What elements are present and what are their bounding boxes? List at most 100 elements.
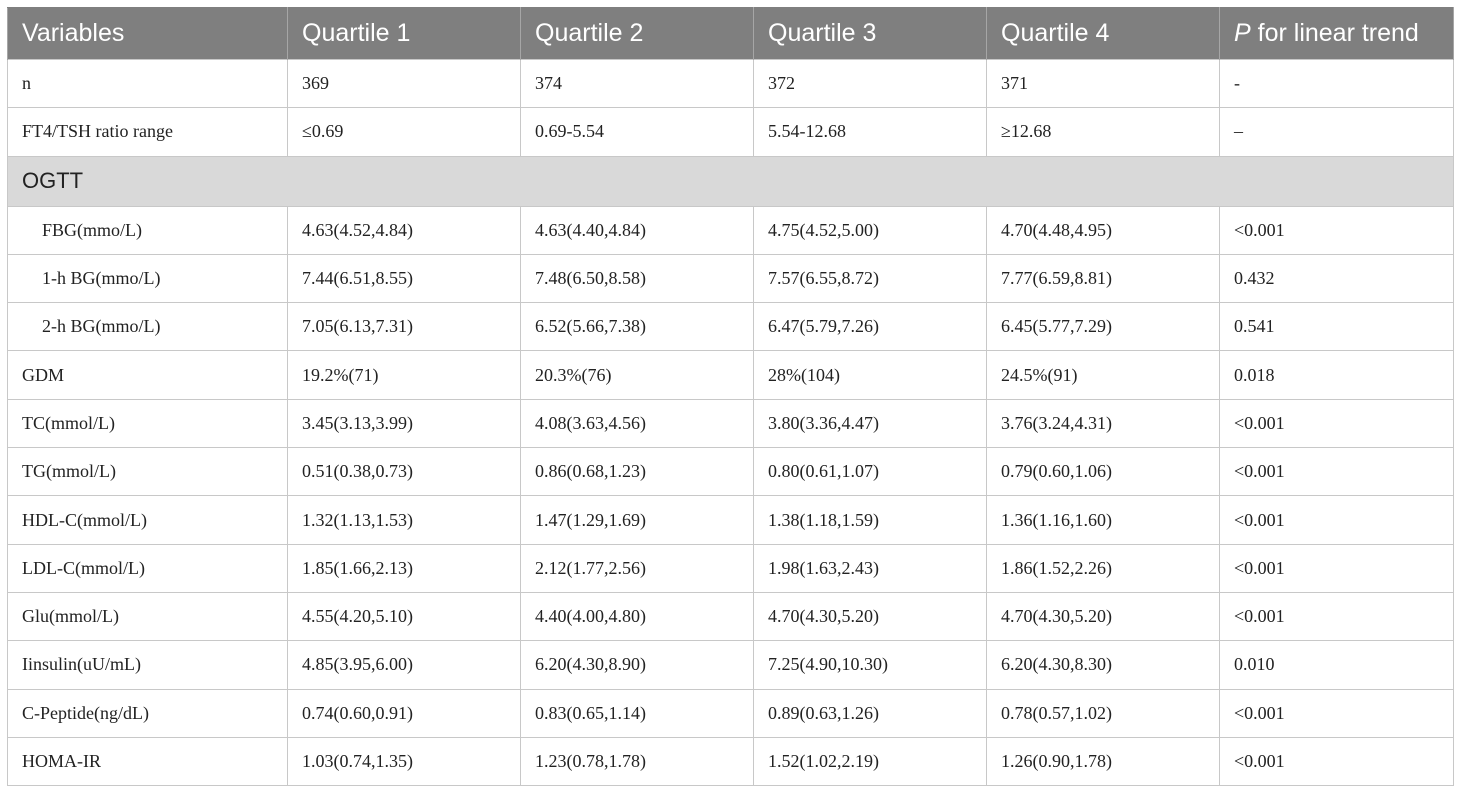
cell-quartile-2: 0.69-5.54 (520, 107, 754, 157)
cell-quartile-3: 6.47(5.79,7.26) (753, 302, 987, 352)
header-quartile-3: Quartile 3 (753, 7, 987, 60)
cell-p-trend: - (1219, 58, 1454, 109)
cell-quartile-4: 1.86(1.52,2.26) (986, 543, 1220, 593)
header-quartile-1: Quartile 1 (287, 7, 521, 60)
header-p-letter: P (1234, 19, 1251, 47)
cell-quartile-2: 20.3%(76) (520, 350, 754, 400)
cell-p-trend: 0.010 (1219, 640, 1454, 690)
cell-variable: Glu(mmol/L) (7, 591, 288, 642)
table-row: n 369 374 372 371- (7, 58, 1454, 109)
cell-quartile-1: 4.85(3.95,6.00) (287, 640, 521, 690)
table-row: C-Peptide(ng/dL) 0.74(0.60,0.91) 0.83(0.65… (7, 688, 1454, 738)
cell-variable: Iinsulin(uU/mL) (7, 640, 288, 690)
cell-quartile-4: 1.26(0.90,1.78) (986, 736, 1220, 787)
cell-quartile-4: 3.76(3.24,4.31) (986, 398, 1220, 449)
cell-p-trend: <0.001 (1219, 398, 1454, 449)
cell-p-trend: <0.001 (1219, 495, 1454, 545)
section-label: OGTT (7, 155, 1454, 207)
cell-quartile-3: 0.80(0.61,1.07) (753, 447, 987, 497)
cell-quartile-1: ≤0.69 (287, 107, 521, 157)
header-quartile-4: Quartile 4 (986, 7, 1220, 60)
cell-quartile-2: 6.20(4.30,8.90) (520, 640, 754, 690)
cell-variable: TC(mmol/L) (7, 398, 288, 449)
cell-quartile-3: 4.75(4.52,5.00) (753, 205, 987, 255)
cell-p-trend: <0.001 (1219, 447, 1454, 497)
cell-quartile-2: 0.86(0.68,1.23) (520, 447, 754, 497)
cell-quartile-2: 6.52(5.66,7.38) (520, 302, 754, 352)
cell-quartile-4: 6.20(4.30,8.30) (986, 640, 1220, 690)
cell-quartile-2: 2.12(1.77,2.56) (520, 543, 754, 593)
cell-quartile-3: 1.38(1.18,1.59) (753, 495, 987, 545)
cell-variable: FT4/TSH ratio range (7, 107, 288, 157)
cell-variable: 2-h BG(mmo/L) (7, 302, 288, 352)
cell-p-trend: <0.001 (1219, 205, 1454, 255)
cell-quartile-3: 28%(104) (753, 350, 987, 400)
table-row: GDM 19.2%(71) 20.3%(76) 28%(104) 24.5%(91) 0.… (7, 350, 1454, 400)
cell-quartile-1: 1.32(1.13,1.53) (287, 495, 521, 545)
cell-p-trend: – (1219, 107, 1454, 157)
cell-quartile-3: 7.57(6.55,8.72) (753, 253, 987, 304)
cell-quartile-3: 0.89(0.63,1.26) (753, 688, 987, 738)
cell-quartile-1: 1.85(1.66,2.13) (287, 543, 521, 593)
table-row: FT4/TSH ratio range ≤0.69 0.69-5.54 5.54-12… (7, 107, 1454, 157)
cell-p-trend: 0.541 (1219, 302, 1454, 352)
cell-quartile-4: ≥12.68 (986, 107, 1220, 157)
table-row: 2-h BG(mmo/L) 7.05(6.13,7.31) 6.52(5.66,7.… (7, 302, 1454, 352)
cell-variable: n (7, 58, 288, 109)
cell-quartile-1: 19.2%(71) (287, 350, 521, 400)
table-row: HOMA-IR 1.03(0.74,1.35) 1.23(0.78,1.78) 1.5… (7, 736, 1454, 787)
cell-p-trend: 0.432 (1219, 253, 1454, 304)
cell-quartile-3: 372 (753, 58, 987, 109)
cell-p-trend: 0.018 (1219, 350, 1454, 400)
cell-quartile-2: 4.40(4.00,4.80) (520, 591, 754, 642)
cell-quartile-2: 4.63(4.40,4.84) (520, 205, 754, 255)
cell-variable: HDL-C(mmol/L) (7, 495, 288, 545)
cell-p-trend: <0.001 (1219, 591, 1454, 642)
cell-variable: HOMA-IR (7, 736, 288, 787)
cell-quartile-4: 6.45(5.77,7.29) (986, 302, 1220, 352)
cell-quartile-4: 7.77(6.59,8.81) (986, 253, 1220, 304)
data-table-container: Variables Quartile 1 Quartile 2 Quartile… (7, 7, 1454, 787)
table-row: Glu(mmol/L) 4.55(4.20,5.10) 4.40(4.00,4.80… (7, 591, 1454, 642)
cell-p-trend: <0.001 (1219, 736, 1454, 787)
header-p-label: for linear trend (1257, 19, 1419, 47)
cell-quartile-4: 4.70(4.48,4.95) (986, 205, 1220, 255)
table-row: TC(mmol/L) 3.45(3.13,3.99) 4.08(3.63,4.56)… (7, 398, 1454, 449)
data-table: Variables Quartile 1 Quartile 2 Quartile… (7, 7, 1454, 787)
cell-variable: FBG(mmo/L) (7, 205, 288, 255)
header-p-trend: P for linear trend (1219, 7, 1454, 60)
cell-quartile-2: 1.23(0.78,1.78) (520, 736, 754, 787)
cell-quartile-2: 0.83(0.65,1.14) (520, 688, 754, 738)
cell-quartile-1: 3.45(3.13,3.99) (287, 398, 521, 449)
cell-variable: 1-h BG(mmo/L) (7, 253, 288, 304)
cell-quartile-3: 3.80(3.36,4.47) (753, 398, 987, 449)
cell-quartile-1: 1.03(0.74,1.35) (287, 736, 521, 787)
section-row-ogtt: OGTT (7, 155, 1454, 207)
cell-variable: GDM (7, 350, 288, 400)
header-quartile-2: Quartile 2 (520, 7, 754, 60)
cell-quartile-4: 0.78(0.57,1.02) (986, 688, 1220, 738)
cell-quartile-3: 4.70(4.30,5.20) (753, 591, 987, 642)
cell-p-trend: <0.001 (1219, 688, 1454, 738)
cell-quartile-3: 7.25(4.90,10.30) (753, 640, 987, 690)
table-row: FBG(mmo/L) 4.63(4.52,4.84) 4.63(4.40,4.84)… (7, 205, 1454, 255)
header-variables: Variables (7, 7, 288, 60)
cell-quartile-1: 369 (287, 58, 521, 109)
cell-quartile-4: 24.5%(91) (986, 350, 1220, 400)
cell-quartile-1: 7.44(6.51,8.55) (287, 253, 521, 304)
cell-quartile-4: 371 (986, 58, 1220, 109)
cell-variable: TG(mmol/L) (7, 447, 288, 497)
cell-quartile-1: 0.51(0.38,0.73) (287, 447, 521, 497)
cell-quartile-1: 7.05(6.13,7.31) (287, 302, 521, 352)
cell-quartile-3: 5.54-12.68 (753, 107, 987, 157)
cell-quartile-1: 0.74(0.60,0.91) (287, 688, 521, 738)
table-row: HDL-C(mmol/L) 1.32(1.13,1.53) 1.47(1.29,1.… (7, 495, 1454, 545)
cell-quartile-2: 1.47(1.29,1.69) (520, 495, 754, 545)
cell-variable: LDL-C(mmol/L) (7, 543, 288, 593)
cell-quartile-2: 4.08(3.63,4.56) (520, 398, 754, 449)
cell-quartile-3: 1.98(1.63,2.43) (753, 543, 987, 593)
table-row: TG(mmol/L) 0.51(0.38,0.73) 0.86(0.68,1.23)… (7, 447, 1454, 497)
table-row: LDL-C(mmol/L) 1.85(1.66,2.13) 2.12(1.77,2.… (7, 543, 1454, 593)
table-row: Iinsulin(uU/mL) 4.85(3.95,6.00) 6.20(4.30,… (7, 640, 1454, 690)
table-row: 1-h BG(mmo/L) 7.44(6.51,8.55) 7.48(6.50,8.… (7, 253, 1454, 304)
